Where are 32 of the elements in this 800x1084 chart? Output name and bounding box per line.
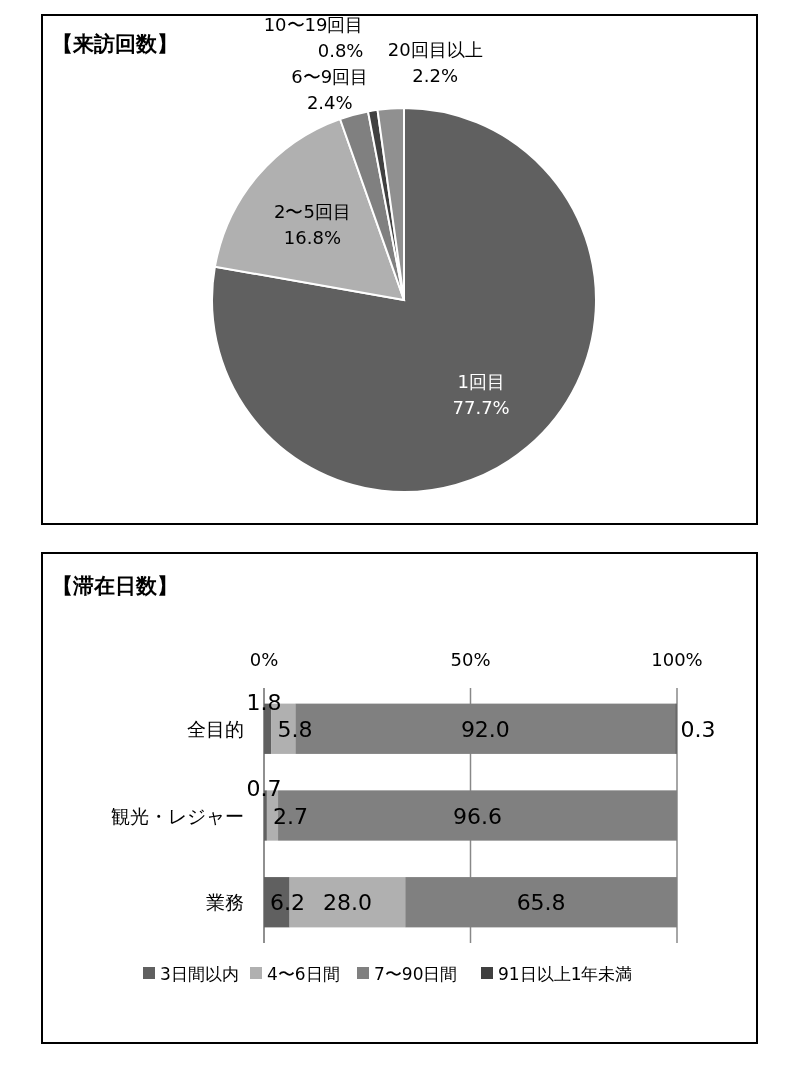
slice-label: 2〜5回目: [273, 201, 351, 223]
legend-label: 7〜90日間: [374, 964, 458, 984]
data-label: 28.0: [322, 890, 372, 916]
y-tick-label: 全目的: [187, 717, 244, 740]
legend-label: 91日以上1年未満: [498, 964, 633, 984]
data-label: 2.7: [272, 803, 308, 829]
chart-title: 【滞在日数】: [52, 574, 178, 598]
data-label: 65.8: [516, 890, 566, 916]
slice-label: 10〜19回目: [263, 13, 364, 35]
data-label: 96.6: [453, 803, 503, 829]
y-tick-label: 業務: [206, 891, 244, 914]
data-label: 16.8%: [283, 227, 342, 249]
data-label: 5.8: [277, 716, 313, 742]
slice-label: 20回目以上: [387, 39, 483, 61]
data-label: 0.7: [246, 776, 282, 802]
data-label: 2.2%: [412, 65, 459, 87]
data-label: 77.7%: [452, 396, 510, 418]
pie-slice: [211, 107, 597, 493]
slice-label: 6〜9回目: [291, 65, 369, 87]
slice-label: 1回目: [457, 370, 505, 392]
x-tick-label: 50%: [450, 649, 491, 670]
data-label: 0.3: [680, 716, 716, 742]
legend-label: 3日間以内: [160, 964, 239, 984]
text: 【来訪回数】: [52, 32, 178, 56]
legend-label: 4〜6日間: [267, 964, 340, 984]
x-tick-label: 100%: [651, 649, 703, 670]
data-label: 92.0: [460, 716, 510, 742]
x-tick-label: 0%: [249, 649, 279, 670]
data-label: 2.4%: [306, 91, 353, 113]
data-label: 0.8%: [317, 39, 364, 61]
data-label: 1.8: [246, 689, 282, 715]
y-tick-label: 観光・レジャー: [111, 804, 244, 827]
